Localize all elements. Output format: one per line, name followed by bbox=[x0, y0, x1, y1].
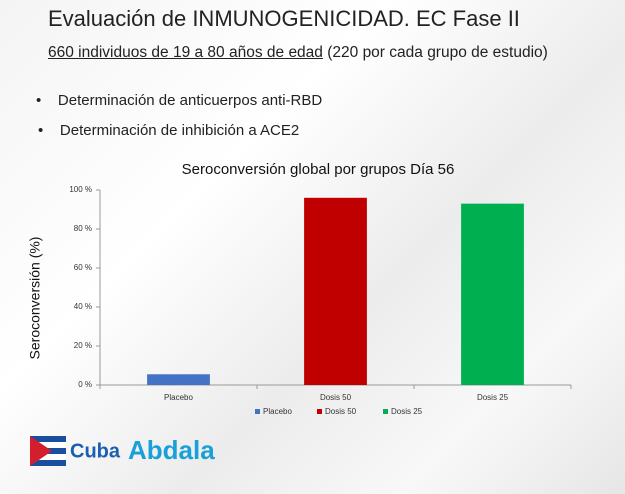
legend-swatch bbox=[383, 409, 388, 414]
y-tick-label: 80 % bbox=[74, 224, 92, 233]
bullet-text: Determinación de anticuerpos anti-RBD bbox=[57, 92, 323, 109]
legend-swatch bbox=[255, 409, 260, 414]
bullet: • Determinación de anticuerpos anti-RBD bbox=[36, 92, 323, 109]
flag-stripe bbox=[30, 454, 66, 460]
logo-text: Cuba bbox=[70, 440, 121, 462]
bar bbox=[147, 374, 210, 385]
bullet-text: Determinación de inhibición a ACE2 bbox=[59, 122, 300, 139]
y-axis-title: Seroconversión (%) bbox=[27, 237, 43, 360]
y-tick-label: 0 % bbox=[78, 380, 92, 389]
legend-swatch bbox=[317, 409, 322, 414]
y-tick-label: 20 % bbox=[74, 341, 92, 350]
logo-cuba: Cuba bbox=[30, 436, 121, 466]
legend-label: Placebo bbox=[263, 407, 292, 416]
y-tick-label: 40 % bbox=[74, 302, 92, 311]
x-tick-label: Dosis 50 bbox=[320, 393, 352, 402]
bar bbox=[461, 203, 524, 385]
subtitle: 660 individuos de 19 a 80 años de edad (… bbox=[48, 44, 548, 62]
subtitle-underlined: 660 individuos de 19 a 80 años de edad bbox=[48, 44, 323, 61]
flag-triangle bbox=[30, 436, 52, 466]
flag-stripe bbox=[30, 442, 66, 448]
subtitle-rest: (220 por cada grupo de estudio) bbox=[327, 44, 548, 61]
legend-label: Dosis 25 bbox=[391, 407, 423, 416]
x-tick-label: Placebo bbox=[164, 393, 193, 402]
logo-text: Abdala bbox=[128, 435, 215, 465]
y-tick-label: 100 % bbox=[69, 185, 92, 194]
chart-title: Seroconversión global por grupos Día 56 bbox=[182, 161, 455, 178]
y-tick-label: 60 % bbox=[74, 263, 92, 272]
slide-title: Evaluación de INMUNOGENICIDAD. EC Fase I… bbox=[48, 6, 520, 31]
legend-label: Dosis 50 bbox=[325, 407, 357, 416]
x-tick-label: Dosis 25 bbox=[477, 393, 509, 402]
bullet: • Determinación de inhibición a ACE2 bbox=[38, 122, 300, 139]
bar bbox=[304, 197, 367, 385]
